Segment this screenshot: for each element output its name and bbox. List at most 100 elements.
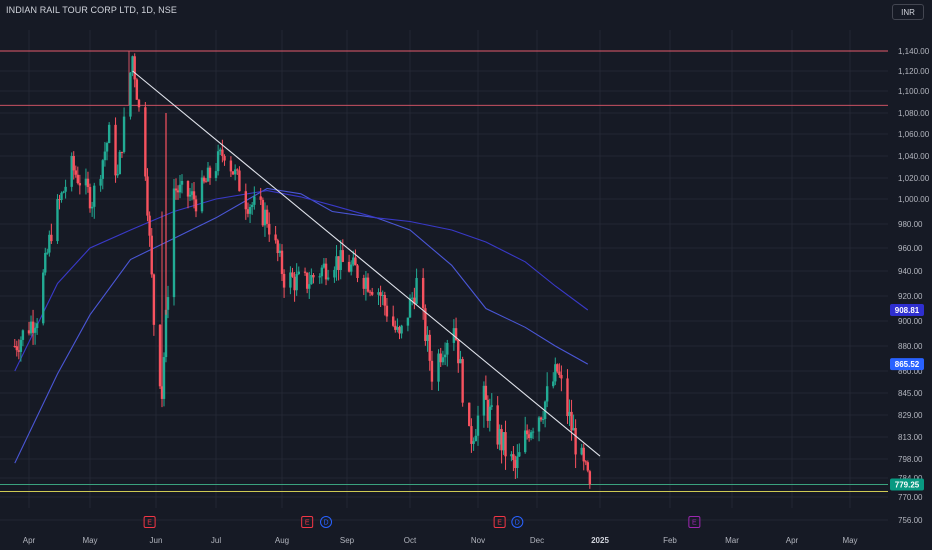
candle-body	[320, 267, 324, 277]
candle-body	[552, 381, 555, 387]
candle-body	[584, 461, 587, 463]
candle-body	[62, 191, 65, 193]
candle-body	[148, 215, 151, 236]
candle-body	[454, 328, 458, 340]
candle-body	[202, 177, 206, 182]
y-tick-label: 1,120.00	[898, 67, 930, 76]
candle-body	[72, 155, 75, 171]
earnings-marker-icon[interactable]	[301, 516, 314, 528]
candle-body	[190, 191, 194, 195]
candle-body	[88, 186, 92, 209]
dividend-marker-icon[interactable]	[320, 516, 333, 528]
candle-body	[15, 346, 18, 351]
candle-body	[371, 292, 374, 295]
candle-body	[474, 435, 478, 442]
event-marker-label: D	[515, 520, 520, 527]
candle-body	[303, 271, 307, 273]
candle-body	[216, 151, 220, 172]
candle-body	[150, 235, 153, 275]
candle-body	[78, 183, 82, 186]
x-tick-label: Jul	[211, 536, 221, 545]
candle-body	[146, 176, 149, 216]
x-axis: Apr May Jun Jul Aug Sep Oct Nov Dec 2025 Feb Mar Apr…	[23, 536, 858, 545]
candle-body	[86, 178, 90, 187]
candle-body	[293, 276, 296, 291]
candle-body	[312, 275, 315, 278]
earnings-marker-icon[interactable]	[688, 516, 701, 528]
candle-body	[208, 167, 212, 178]
candle-body	[188, 194, 192, 197]
candle-body	[33, 328, 37, 333]
candle-body	[144, 107, 147, 177]
candle-body	[133, 56, 136, 80]
candle-body	[525, 430, 529, 435]
candle-body	[107, 124, 111, 143]
x-tick-label: 2025	[591, 536, 609, 545]
candle-body	[236, 169, 239, 171]
candle-body	[206, 167, 210, 182]
candle-body	[408, 298, 412, 318]
y-tick-label: 920.00	[898, 292, 923, 301]
candle-body	[337, 256, 340, 271]
candle-body	[484, 385, 488, 400]
candle-body	[333, 269, 336, 278]
candle-body	[539, 417, 543, 420]
candle-body	[541, 419, 545, 421]
candle-body	[500, 429, 503, 451]
candle-body	[400, 325, 403, 334]
x-tick-label: Aug	[275, 536, 289, 545]
x-tick-label: Sep	[340, 536, 355, 545]
candle-body	[527, 434, 531, 439]
event-marker-label: E	[147, 520, 152, 527]
candle-body	[250, 204, 254, 208]
candle-body	[588, 471, 592, 485]
candle-body	[192, 191, 196, 200]
candle-body	[99, 178, 102, 186]
price-tag-background	[890, 478, 924, 491]
candle-body	[186, 181, 190, 197]
candle-body	[259, 196, 262, 200]
candle-body	[90, 206, 94, 209]
candle-body	[488, 406, 491, 421]
candle-body	[560, 374, 563, 379]
candle-body	[347, 261, 351, 272]
candle-body	[496, 405, 499, 445]
candle-body	[172, 188, 176, 298]
y-tick-label: 1,100.00	[898, 87, 930, 96]
event-marker-label: D	[324, 520, 329, 527]
candle-body	[457, 339, 460, 364]
earnings-marker-icon[interactable]	[143, 516, 156, 528]
candle-body	[305, 272, 309, 289]
price-tags: 908.81 865.52 779.25	[890, 303, 924, 491]
candle-body	[17, 350, 21, 352]
candle-body	[472, 441, 475, 444]
candle-body	[582, 447, 585, 462]
candle-body	[516, 456, 519, 469]
price-tag-background	[890, 303, 924, 316]
candle-body	[381, 295, 384, 297]
candle-body	[437, 353, 440, 382]
y-tick-label: 940.00	[898, 267, 923, 276]
currency-button[interactable]: INR	[892, 4, 924, 20]
candle-body	[570, 411, 573, 431]
candle-body	[379, 292, 382, 296]
candle-body	[512, 454, 515, 461]
dividend-marker-icon[interactable]	[511, 516, 524, 528]
candle-body	[410, 297, 414, 299]
candle-body	[122, 116, 126, 152]
candle-body	[204, 181, 208, 183]
candle-body	[490, 405, 493, 407]
candle-body	[383, 295, 386, 306]
y-tick-label: 756.00	[898, 516, 923, 525]
candle-body	[248, 207, 252, 214]
price-tag-label: 908.81	[895, 306, 920, 315]
candle-body	[586, 462, 590, 471]
event-marker-label: E	[305, 520, 310, 527]
earnings-marker-icon[interactable]	[493, 516, 506, 528]
candle-body	[158, 324, 162, 387]
candle-body	[392, 316, 395, 326]
candle-body	[263, 209, 267, 226]
candle-body	[568, 411, 571, 417]
